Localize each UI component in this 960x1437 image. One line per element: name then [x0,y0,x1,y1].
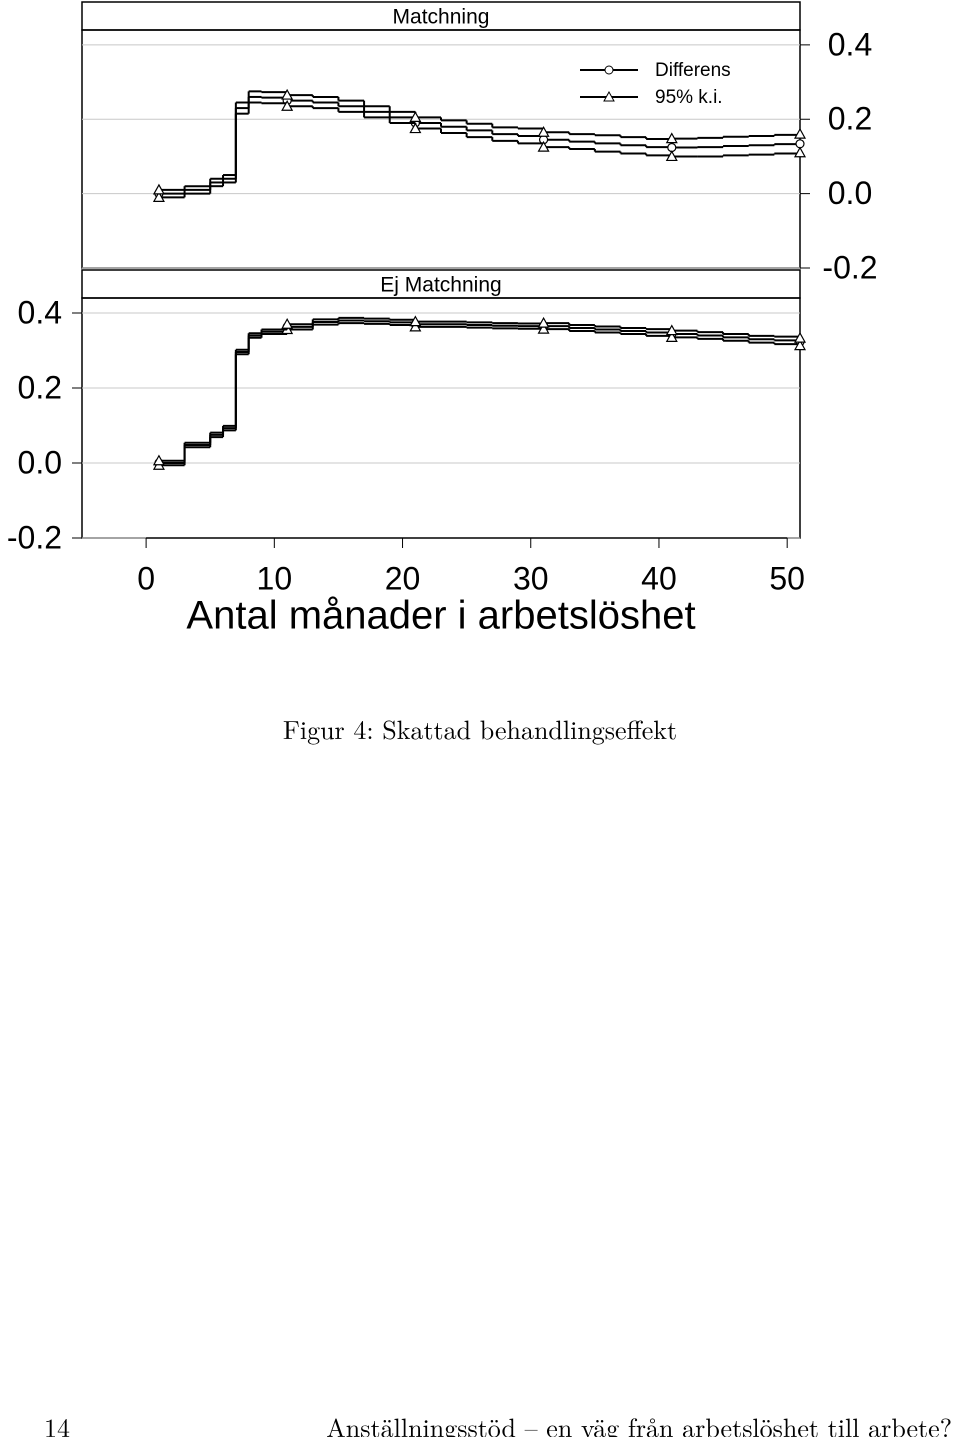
marker-triangle [281,88,294,100]
x-tick-label: 0 [137,560,155,596]
page-number: 14 [44,1408,71,1437]
legend-marker [603,90,615,102]
marker-triangle [793,339,807,351]
panel-title: Ej Matchning [380,274,501,297]
y-tick-label: 0.4 [18,294,62,330]
marker-triangle [537,126,550,137]
y-tick-label: 0.2 [828,101,872,137]
marker-triangle [152,454,165,466]
legend-label: 95% k.i. [655,87,723,108]
x-tick-label: 40 [641,560,677,596]
marker-triangle [793,331,807,343]
marker-triangle [793,146,807,158]
y-tick-label: 0.4 [828,26,872,62]
x-tick-label: 10 [257,560,293,596]
caption: Figur 4: Skattad behandlingseffekt [282,710,678,747]
marker-triangle [152,183,165,195]
legend-label: Differens [655,60,731,81]
running-title: Anställningsstöd – en väg från arbetslös… [326,1408,952,1437]
marker-triangle [152,191,165,202]
y-tick-label: 0.0 [828,175,872,211]
marker-triangle [665,331,678,342]
marker-triangle [281,99,294,111]
x-tick-label: 20 [385,560,421,596]
x-tick-label: 50 [769,560,805,596]
marker-triangle [409,122,422,134]
marker-triangle [665,132,678,144]
marker-triangle [281,318,294,329]
chart: Antal månader i arbetslöshet Matchning -0… [7,1,878,638]
y-tick-label: 0.2 [18,369,62,405]
y-tick-label: -0.2 [822,249,877,285]
x-tick-label: 30 [513,560,549,596]
marker-triangle [409,111,422,122]
legend-marker [604,65,614,75]
marker-triangle [665,150,678,162]
marker-triangle [537,140,550,152]
marker-triangle [537,322,550,334]
marker-triangle [793,127,807,139]
y-tick-label: -0.2 [7,519,62,555]
x-axis-label: Antal månader i arbetslöshet [186,594,695,638]
strip [81,1,801,31]
y-tick-label: 0.0 [18,444,62,480]
panel-title: Matchning [393,6,490,29]
marker-triangle [537,316,550,328]
marker-triangle [409,315,422,327]
marker-triangle [665,324,678,336]
marker-triangle [409,320,422,332]
